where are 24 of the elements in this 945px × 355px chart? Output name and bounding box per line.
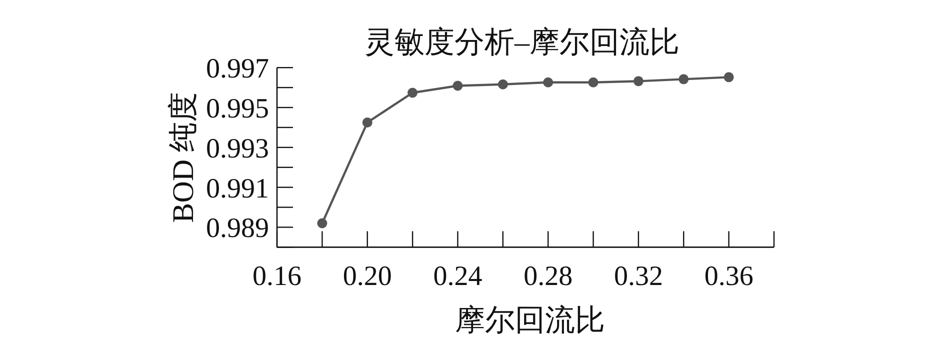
point — [678, 74, 689, 84]
y-tick-label: 0.993 — [206, 133, 269, 164]
y-tick-label: 0.995 — [206, 94, 269, 125]
x-tick-label: 0.36 — [704, 261, 754, 292]
text: 0.20 — [342, 261, 392, 292]
x-tick-label: 0.32 — [614, 261, 663, 292]
point — [498, 79, 508, 90]
point — [452, 80, 463, 91]
x-tick-label: 0.28 — [524, 261, 573, 292]
y-tick-label: 0.997 — [206, 54, 269, 85]
x-tick-label: 0.24 — [433, 261, 482, 292]
y-tick-label: 0.991 — [206, 173, 269, 204]
x-axis-title: 摩尔回流比 — [455, 304, 605, 337]
y-axis-title: BOD 纯度 — [167, 92, 200, 223]
x-tick-label: 0.16 — [252, 261, 302, 292]
point — [588, 77, 598, 88]
point — [362, 117, 372, 128]
point — [633, 76, 644, 86]
chart-title: 灵敏度分析–摩尔回流比 — [364, 26, 680, 59]
point — [408, 88, 418, 98]
point — [317, 218, 328, 228]
point — [543, 77, 554, 88]
point — [724, 72, 734, 82]
y-tick-label: 0.989 — [206, 213, 269, 244]
